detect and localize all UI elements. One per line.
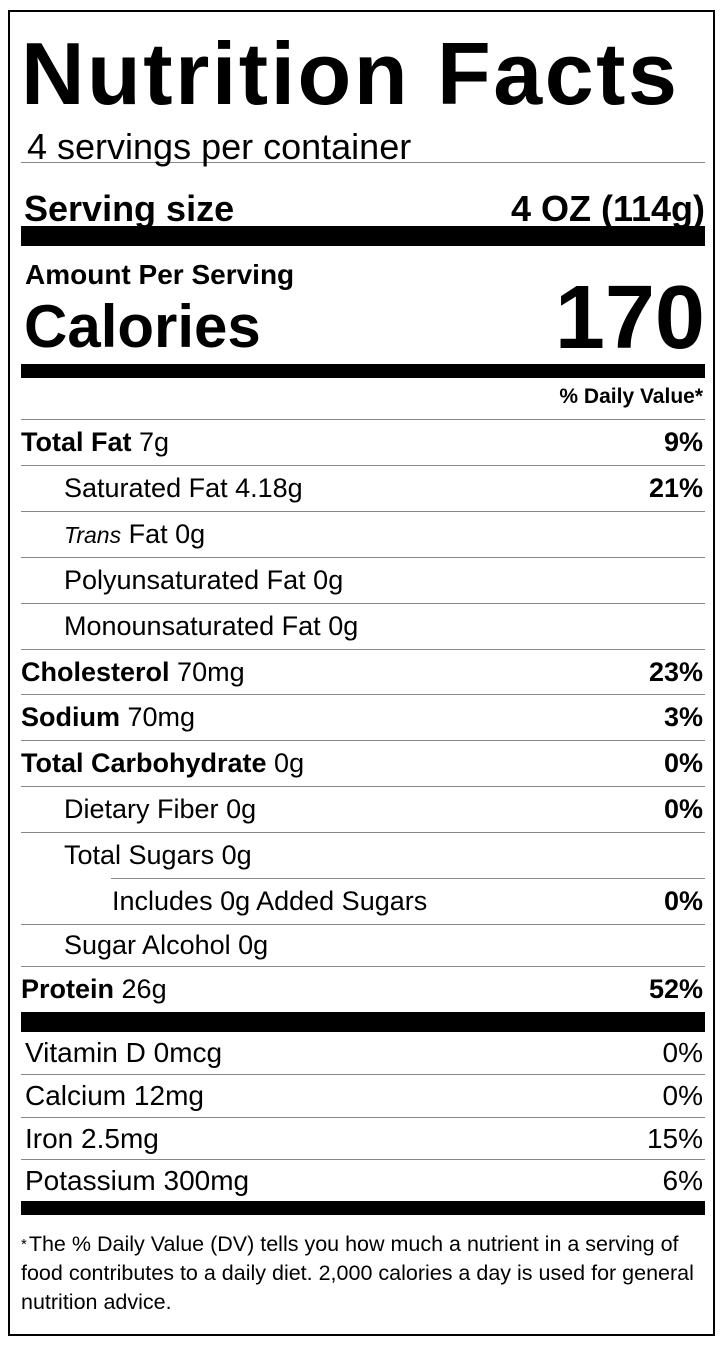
- nutrient-row: Dietary Fiber 0g 0%: [21, 786, 705, 832]
- nutrient-name: Total Fat: [21, 427, 132, 457]
- nutrient-name-amount: Monounsaturated Fat 0g: [21, 611, 358, 642]
- vitamin-name-amount: Potassium 300mg: [21, 1165, 249, 1197]
- nutrient-row: Polyunsaturated Fat 0g: [21, 557, 705, 603]
- nutrient-name-amount: Trans Fat 0g: [21, 519, 205, 550]
- nutrient-name-amount: Dietary Fiber 0g: [21, 794, 256, 825]
- serving-size-value: 4 OZ (114g): [510, 188, 705, 229]
- vitamin-name-amount: Iron 2.5mg: [21, 1123, 159, 1155]
- nutrient-row: Includes 0g Added Sugars 0%: [111, 878, 705, 924]
- amount-per-serving: Amount Per Serving: [25, 259, 295, 290]
- nutrient-daily-value: 3%: [663, 702, 703, 732]
- nutrient-amount: 26g: [121, 974, 167, 1004]
- nutrient-amount: 0g: [328, 611, 359, 641]
- nutrient-name: Trans: [64, 522, 122, 548]
- nutrient-daily-value: 0%: [663, 748, 703, 778]
- vitamin-amount: 0mcg: [153, 1037, 223, 1068]
- footnote: *The % Daily Value (DV) tells you how mu…: [21, 1230, 701, 1317]
- nutrient-name: Sodium: [21, 702, 120, 732]
- nutrient-name: Dietary Fiber: [64, 794, 219, 824]
- nutrient-row: Cholesterol 70mg 23%: [21, 649, 705, 694]
- nutrient-name-amount: Total Sugars 0g: [21, 840, 252, 871]
- nutrient-name-amount: Protein 26g: [21, 974, 167, 1005]
- nutrient-daily-value: 52%: [648, 974, 703, 1004]
- thick-divider: [21, 226, 705, 246]
- nutrient-name: Includes 0g Added Sugars: [112, 886, 428, 916]
- vitamin-name: Potassium: [25, 1164, 156, 1196]
- nutrient-row: Monounsaturated Fat 0g: [21, 603, 705, 649]
- nutrient-name-amount: Total Fat 7g: [21, 427, 169, 458]
- nutrient-daily-value: 23%: [648, 656, 703, 687]
- vitamin-name: Iron: [25, 1122, 74, 1154]
- nutrient-row: Total Sugars 0g: [21, 832, 705, 878]
- vitamin-name: Vitamin D: [25, 1037, 146, 1068]
- nutrient-row: Total Fat 7g 9%: [21, 419, 705, 465]
- nutrient-amount: 0g: [238, 930, 269, 960]
- vitamin-row: Iron 2.5mg 15%: [21, 1117, 705, 1159]
- footnote-star: *: [21, 1236, 27, 1253]
- nutrient-row: Protein 26g 52%: [21, 966, 705, 1012]
- vitamin-row: Potassium 300mg 6%: [21, 1159, 705, 1201]
- footnote-text: The % Daily Value (DV) tells you how muc…: [21, 1232, 694, 1314]
- daily-value-header: % Daily Value*: [559, 385, 703, 408]
- vitamin-daily-value: 15%: [646, 1122, 703, 1154]
- vitamin-daily-value: 0%: [662, 1037, 703, 1068]
- nutrient-name-suffix: Fat: [128, 519, 168, 549]
- nutrient-name: Cholesterol: [21, 656, 170, 687]
- nutrient-row: Saturated Fat 4.18g 21%: [21, 465, 705, 511]
- medium-divider: [21, 364, 705, 378]
- nutrient-row: Total Carbohydrate 0g 0%: [21, 740, 705, 786]
- servings-per-container: 4 servings per container: [27, 126, 412, 167]
- nutrient-daily-value: 0%: [663, 886, 703, 916]
- vitamin-amount: 300mg: [163, 1164, 250, 1196]
- serving-size-label: Serving size: [24, 188, 235, 229]
- medium-divider: [21, 1201, 705, 1215]
- nutrition-facts-label: Nutrition Facts 4 servings per container…: [8, 10, 715, 1336]
- nutrient-daily-value: 21%: [648, 473, 703, 503]
- divider: [21, 162, 705, 163]
- nutrient-name: Total Sugars: [64, 840, 215, 870]
- nutrient-name-amount: Saturated Fat 4.18g: [21, 473, 303, 504]
- nutrient-name: Total Carbohydrate: [21, 748, 267, 778]
- nutrient-name: Polyunsaturated Fat: [64, 565, 306, 595]
- vitamin-name-amount: Calcium 12mg: [21, 1080, 204, 1112]
- nutrient-row: Sugar Alcohol 0g: [21, 924, 705, 966]
- nutrient-name-amount: Polyunsaturated Fat 0g: [21, 565, 343, 596]
- nutrient-amount: 0g: [221, 840, 252, 870]
- nutrient-amount: 70mg: [177, 656, 245, 687]
- vitamin-amount: 2.5mg: [81, 1122, 159, 1154]
- nutrient-amount: 0g: [274, 748, 305, 778]
- vitamin-name-amount: Vitamin D 0mcg: [21, 1037, 222, 1069]
- nutrient-amount: 0g: [175, 519, 206, 549]
- vitamin-daily-value: 0%: [662, 1079, 703, 1111]
- nutrient-row: Trans Fat 0g: [21, 511, 705, 557]
- thick-divider: [21, 1012, 705, 1032]
- nutrient-name-amount: Cholesterol 70mg: [21, 657, 245, 688]
- nutrient-daily-value: 0%: [663, 794, 703, 824]
- nutrient-name-amount: Total Carbohydrate 0g: [21, 748, 304, 779]
- nutrient-amount: 4.18g: [235, 473, 303, 503]
- nutrient-amount: 0g: [313, 565, 344, 595]
- nutrient-daily-value: 9%: [663, 427, 703, 457]
- calories-label: Calories: [24, 293, 261, 360]
- nutrient-amount: 70mg: [127, 702, 196, 732]
- nutrient-name: Saturated Fat: [64, 473, 228, 503]
- nutrient-name-amount: Sodium 70mg: [21, 702, 195, 733]
- vitamin-row: Vitamin D 0mcg 0%: [21, 1032, 705, 1074]
- nutrient-amount: 7g: [139, 427, 170, 457]
- vitamin-row: Calcium 12mg 0%: [21, 1074, 705, 1116]
- nutrient-name-amount: Sugar Alcohol 0g: [21, 930, 268, 961]
- nutrient-name-amount: Includes 0g Added Sugars: [111, 886, 427, 917]
- label-title: Nutrition Facts: [21, 24, 680, 123]
- vitamin-amount: 12mg: [133, 1079, 204, 1111]
- nutrient-name: Sugar Alcohol: [64, 930, 231, 960]
- nutrient-name: Monounsaturated Fat: [64, 611, 321, 641]
- vitamin-daily-value: 6%: [662, 1164, 703, 1196]
- nutrient-name: Protein: [21, 974, 115, 1004]
- calories-value: 170: [554, 268, 705, 368]
- vitamin-name: Calcium: [25, 1079, 127, 1111]
- nutrient-row: Sodium 70mg 3%: [21, 694, 705, 740]
- nutrient-amount: 0g: [226, 794, 257, 824]
